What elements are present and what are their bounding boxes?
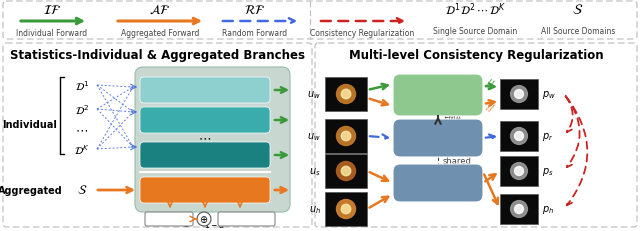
Text: $\mathcal{D}^2$: $\mathcal{D}^2$ <box>75 103 89 116</box>
FancyBboxPatch shape <box>140 108 270 134</box>
Text: Norm$_{\mathregular{ind-K}}$: Norm$_{\mathregular{ind-K}}$ <box>176 149 234 162</box>
Text: $u_w$: $u_w$ <box>307 89 321 100</box>
Circle shape <box>515 205 524 214</box>
Circle shape <box>515 167 524 176</box>
Text: $u_h$: $u_h$ <box>309 203 321 215</box>
Circle shape <box>515 132 524 141</box>
Text: $\mathcal{D}^K$: $\mathcal{D}^K$ <box>74 143 90 156</box>
Circle shape <box>511 128 527 145</box>
Circle shape <box>511 201 527 217</box>
Text: Individual: Individual <box>3 119 58 129</box>
Text: Individual Forward: Individual Forward <box>17 29 88 38</box>
Text: EMA: EMA <box>443 113 461 122</box>
Text: //: // <box>484 102 495 113</box>
FancyArrowPatch shape <box>566 97 588 205</box>
Text: $\mathcal{D}^2$: $\mathcal{D}^2$ <box>460 2 476 18</box>
Text: Teacher: Teacher <box>415 91 461 100</box>
Text: Aggregated Forward: Aggregated Forward <box>121 29 199 38</box>
Text: $\cdots$: $\cdots$ <box>476 5 488 15</box>
Text: $p_s$: $p_s$ <box>542 165 554 177</box>
Text: $\mathcal{D}^1$: $\mathcal{D}^1$ <box>75 79 89 92</box>
Circle shape <box>511 163 527 180</box>
Text: $\cdots$: $\cdots$ <box>76 123 88 136</box>
FancyArrowPatch shape <box>566 97 573 133</box>
Text: $\mathcal{D}^1$: $\mathcal{D}^1$ <box>445 2 461 18</box>
Text: $p_r$: $p_r$ <box>542 131 554 142</box>
FancyBboxPatch shape <box>393 164 483 202</box>
FancyBboxPatch shape <box>3 2 637 40</box>
Text: //: // <box>484 78 495 90</box>
Text: Consistency Regularization: Consistency Regularization <box>310 29 414 38</box>
Text: Aggregated: Aggregated <box>0 185 62 195</box>
Text: $\mathcal{AF}$: $\mathcal{AF}$ <box>149 3 171 17</box>
Text: $\mathcal{RF}$: $\mathcal{RF}$ <box>244 3 266 16</box>
Bar <box>325 119 367 153</box>
FancyBboxPatch shape <box>315 44 637 227</box>
Text: Multi-level Consistency Regularization: Multi-level Consistency Regularization <box>349 49 604 62</box>
FancyBboxPatch shape <box>3 44 312 227</box>
Circle shape <box>341 132 351 141</box>
Text: $(\mu,\sigma^2)$: $(\mu,\sigma^2)$ <box>157 212 182 226</box>
Bar <box>325 78 367 112</box>
FancyBboxPatch shape <box>145 212 193 226</box>
FancyArrowPatch shape <box>566 97 580 167</box>
Text: $p_h$: $p_h$ <box>542 203 554 215</box>
FancyBboxPatch shape <box>135 68 290 212</box>
Bar <box>325 192 367 226</box>
Circle shape <box>337 127 356 146</box>
Text: Norm$_{\mathregular{ind-1}}$: Norm$_{\mathregular{ind-1}}$ <box>177 84 234 97</box>
Bar <box>500 122 538 151</box>
Text: $1-\alpha$: $1-\alpha$ <box>204 219 225 230</box>
Text: Student: Student <box>415 178 461 188</box>
Text: $\mathcal{D}^K$: $\mathcal{D}^K$ <box>489 2 506 18</box>
Text: $\mathcal{S}$: $\mathcal{S}$ <box>77 184 87 197</box>
Bar <box>500 80 538 109</box>
Text: Student: Student <box>415 134 461 143</box>
Text: $\cdots$: $\cdots$ <box>198 131 212 144</box>
Text: Random Forward: Random Forward <box>223 29 287 38</box>
FancyBboxPatch shape <box>218 212 275 226</box>
FancyBboxPatch shape <box>393 119 483 157</box>
FancyBboxPatch shape <box>140 142 270 168</box>
Circle shape <box>341 204 351 214</box>
Text: $\mathcal{IF}$: $\mathcal{IF}$ <box>43 3 61 16</box>
Text: $\mathcal{S}$: $\mathcal{S}$ <box>572 3 584 17</box>
Text: $\alpha$: $\alpha$ <box>182 219 189 228</box>
Circle shape <box>337 162 356 181</box>
Bar <box>500 194 538 224</box>
Bar <box>325 154 367 188</box>
FancyBboxPatch shape <box>140 78 270 103</box>
Text: $\oplus$: $\oplus$ <box>200 214 209 225</box>
Circle shape <box>337 85 356 104</box>
Text: Norm$_{\mathregular{ind-2}}$: Norm$_{\mathregular{ind-2}}$ <box>177 114 233 127</box>
Text: $(\mu_\mathrm{agg},\hat{\sigma}^2_\mathrm{agg})$: $(\mu_\mathrm{agg},\hat{\sigma}^2_\mathr… <box>225 211 267 227</box>
Text: Single Source Domain: Single Source Domain <box>433 27 517 36</box>
Circle shape <box>197 212 211 226</box>
Text: $p_w$: $p_w$ <box>542 89 556 100</box>
FancyBboxPatch shape <box>140 177 270 203</box>
Circle shape <box>511 86 527 103</box>
Circle shape <box>341 167 351 176</box>
Circle shape <box>341 90 351 99</box>
Text: All Source Domains: All Source Domains <box>541 27 615 36</box>
Text: $u_w$: $u_w$ <box>307 131 321 142</box>
Text: $u_s$: $u_s$ <box>310 165 321 177</box>
FancyBboxPatch shape <box>393 75 483 116</box>
Text: Norm$_{\mathregular{agg}}$: Norm$_{\mathregular{agg}}$ <box>180 183 229 197</box>
Circle shape <box>515 90 524 99</box>
Text: Statistics-Individual & Aggregated Branches: Statistics-Individual & Aggregated Branc… <box>10 49 305 62</box>
Circle shape <box>337 200 356 219</box>
Text: shared: shared <box>443 156 472 165</box>
Bar <box>500 156 538 186</box>
